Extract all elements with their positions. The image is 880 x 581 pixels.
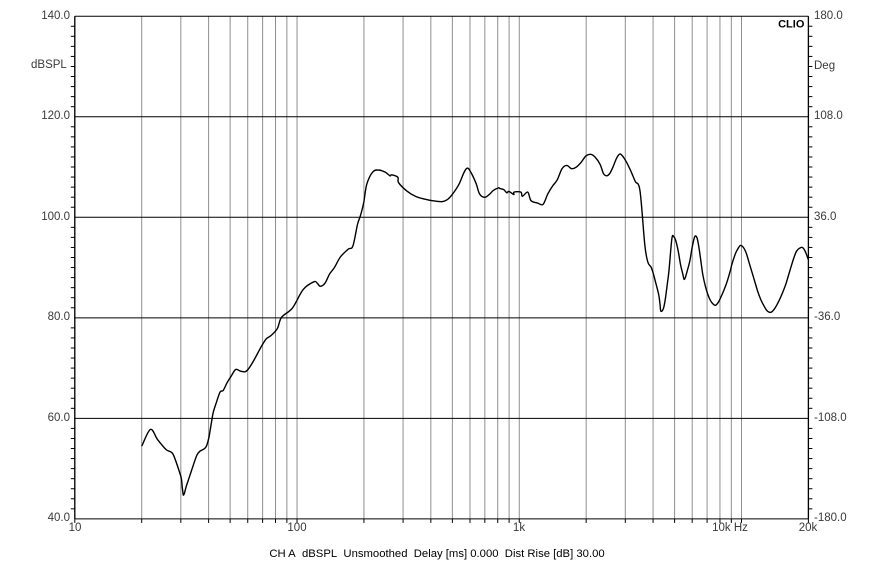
svg-text:CLIO: CLIO [778,19,805,31]
